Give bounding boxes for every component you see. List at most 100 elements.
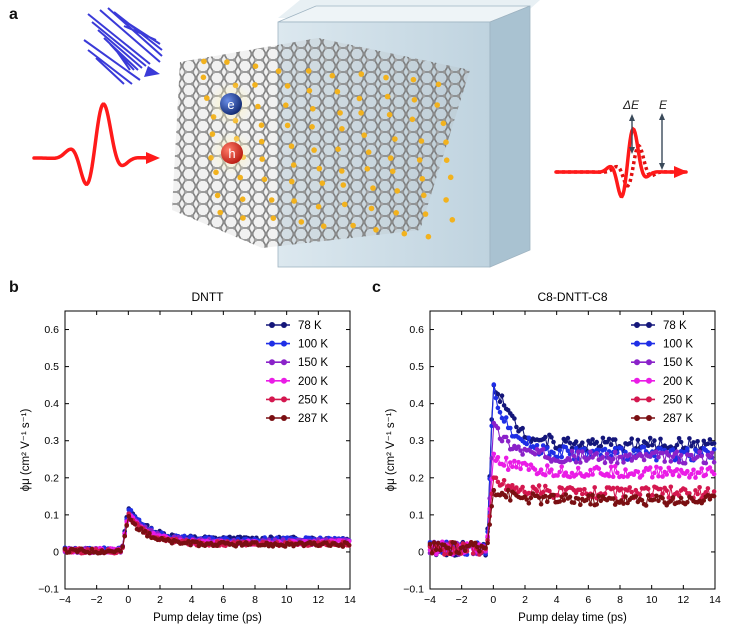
data-point [598, 443, 604, 449]
data-point [503, 434, 509, 440]
sulfur-atom [434, 102, 441, 108]
data-point [586, 473, 591, 478]
data-point [670, 472, 676, 478]
data-point [703, 472, 709, 478]
data-point [563, 492, 569, 497]
data-point [647, 465, 653, 470]
transmitted-thz-pulse-icon: ΔE E [554, 98, 688, 199]
data-point [540, 446, 546, 452]
data-point [621, 501, 626, 506]
data-point [460, 544, 466, 550]
data-point [573, 439, 579, 444]
x-tick-label: 6 [220, 594, 226, 606]
data-point [674, 449, 680, 455]
data-point [543, 493, 548, 499]
data-point [508, 460, 513, 465]
data-point [612, 445, 618, 451]
data-point [567, 474, 573, 480]
data-point [691, 467, 696, 473]
legend-marker [269, 340, 275, 347]
sulfur-atom [290, 162, 297, 168]
data-point [711, 489, 717, 494]
data-point [545, 463, 550, 468]
data-point [654, 464, 659, 470]
data-point [590, 472, 595, 477]
data-point [575, 465, 581, 471]
data-point [438, 548, 443, 553]
sulfur-atom [443, 197, 449, 203]
data-point [503, 415, 509, 420]
legend-marker [634, 396, 640, 403]
legend-label: 78 K [298, 320, 322, 332]
data-point [559, 494, 564, 500]
data-point [645, 443, 651, 449]
data-point [590, 437, 595, 442]
data-point [596, 466, 602, 471]
data-point [526, 501, 532, 506]
sulfur-atom [425, 233, 432, 240]
legend-marker [646, 359, 652, 366]
data-point [588, 467, 593, 473]
sulfur-atom [224, 59, 230, 65]
y-tick-label: 0.3 [44, 435, 59, 447]
x-tick-label: 12 [677, 594, 689, 606]
legend-label: 287 K [298, 413, 328, 425]
sulfur-atom [447, 174, 454, 181]
data-point [495, 479, 501, 485]
data-point [606, 456, 612, 461]
legend-label: 150 K [663, 357, 693, 369]
sulfur-atom [386, 111, 393, 118]
data-point [582, 487, 587, 492]
data-point [627, 452, 632, 457]
data-point [545, 445, 550, 450]
y-tick-label: 0.1 [44, 509, 59, 521]
data-point [707, 465, 713, 470]
data-point [666, 465, 672, 471]
legend-marker [646, 322, 652, 328]
data-point [711, 447, 717, 452]
x-tick-label: −2 [91, 594, 103, 606]
y-tick-label: 0.6 [409, 324, 424, 336]
sulfur-atom [393, 210, 400, 216]
data-point [508, 425, 513, 431]
sulfur-atom [449, 217, 456, 223]
data-point [658, 466, 663, 471]
legend-label: 200 K [298, 376, 328, 388]
data-point [573, 472, 579, 478]
data-point [689, 452, 694, 458]
data-point [448, 551, 453, 557]
sulfur-atom [418, 138, 425, 144]
x-tick-label: 0 [490, 594, 496, 606]
data-point [499, 415, 505, 421]
data-point [551, 439, 556, 445]
data-point [561, 498, 567, 503]
sulfur-atom [319, 180, 326, 186]
data-point [520, 452, 525, 457]
data-point [551, 450, 556, 456]
y-tick-label: 0.2 [409, 472, 424, 484]
data-point [629, 436, 634, 442]
data-point [619, 486, 624, 492]
data-point [588, 441, 593, 446]
data-point [596, 493, 602, 499]
data-point [435, 540, 441, 546]
data-point [705, 486, 711, 491]
data-point [497, 399, 503, 405]
x-tick-label: −4 [424, 594, 436, 606]
data-point [701, 498, 707, 503]
data-point [687, 491, 692, 496]
data-point [557, 469, 562, 475]
data-point [120, 544, 125, 549]
sulfur-atom [291, 198, 297, 204]
sulfur-atom [200, 74, 207, 81]
sulfur-atom [401, 230, 408, 237]
y-axis-label: ϕμ (cm² V⁻¹ s⁻¹) [385, 408, 397, 491]
data-point [126, 514, 132, 519]
data-point [124, 523, 129, 528]
sulfur-atom [339, 126, 345, 132]
sulfur-atom [435, 81, 442, 88]
data-point [578, 487, 583, 493]
data-point [610, 485, 616, 491]
data-point [466, 543, 472, 548]
data-point [433, 547, 439, 553]
